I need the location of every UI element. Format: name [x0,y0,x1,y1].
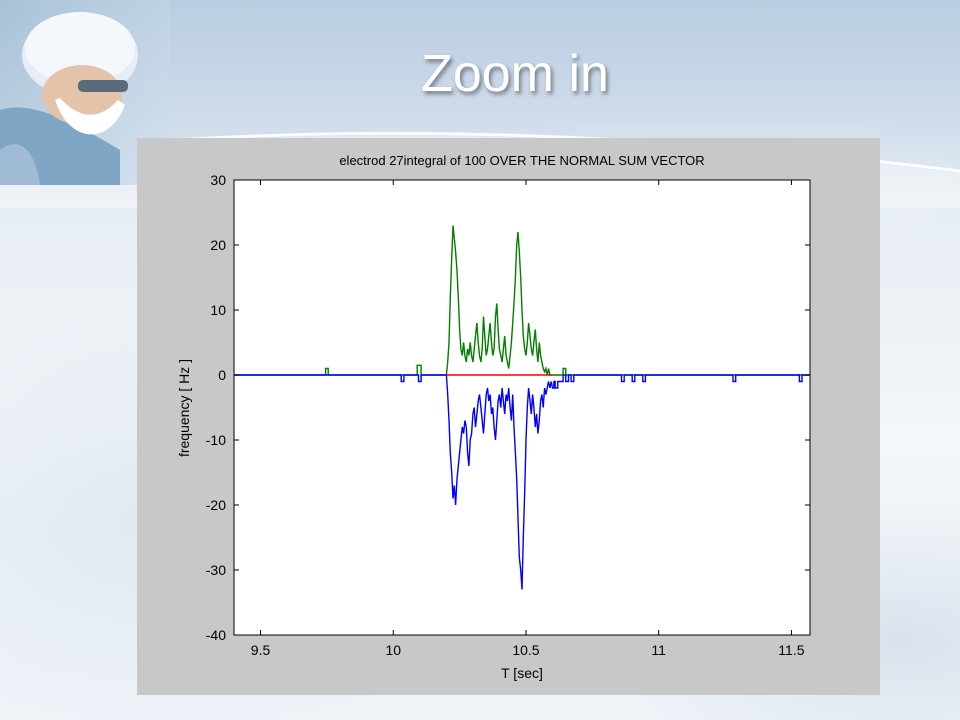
y-axis-label: frequency [ Hz ] [176,359,192,457]
surgeon-photo [0,0,170,185]
x-tick-label: 10 [385,642,401,658]
chart-figure: 9.5 10 10.5 11 11.5 30 20 10 0 -10 -20 -30 -40 elect… [137,138,880,695]
y-tick-label: 20 [210,237,226,253]
plot-area [233,179,811,636]
x-tick-label: 10.5 [512,642,539,658]
y-tick-label: 10 [210,302,226,318]
series-line-0 [234,225,810,376]
series-layer [234,225,810,590]
x-axis-label: T [sec] [501,665,543,681]
tick-layer: 9.5 10 10.5 11 11.5 30 20 10 0 -10 -20 -30 -40 [206,172,810,658]
y-tick-label: 30 [210,172,226,188]
y-tick-label: -40 [206,627,226,643]
y-tick-label: 0 [218,367,226,383]
slide-title: Zoom in [421,45,609,103]
y-tick-label: -20 [206,497,226,513]
y-tick-label: -10 [206,432,226,448]
x-tick-label: 11 [651,642,666,658]
x-tick-label: 9.5 [251,642,271,658]
chart-canvas: 9.5 10 10.5 11 11.5 30 20 10 0 -10 -20 -30 -40 elect… [176,153,811,681]
x-tick-label: 11.5 [778,642,804,658]
y-tick-label: -30 [206,562,226,578]
series-line-1 [234,374,810,590]
chart-title: electrod 27integral of 100 OVER THE NORM… [339,153,704,168]
